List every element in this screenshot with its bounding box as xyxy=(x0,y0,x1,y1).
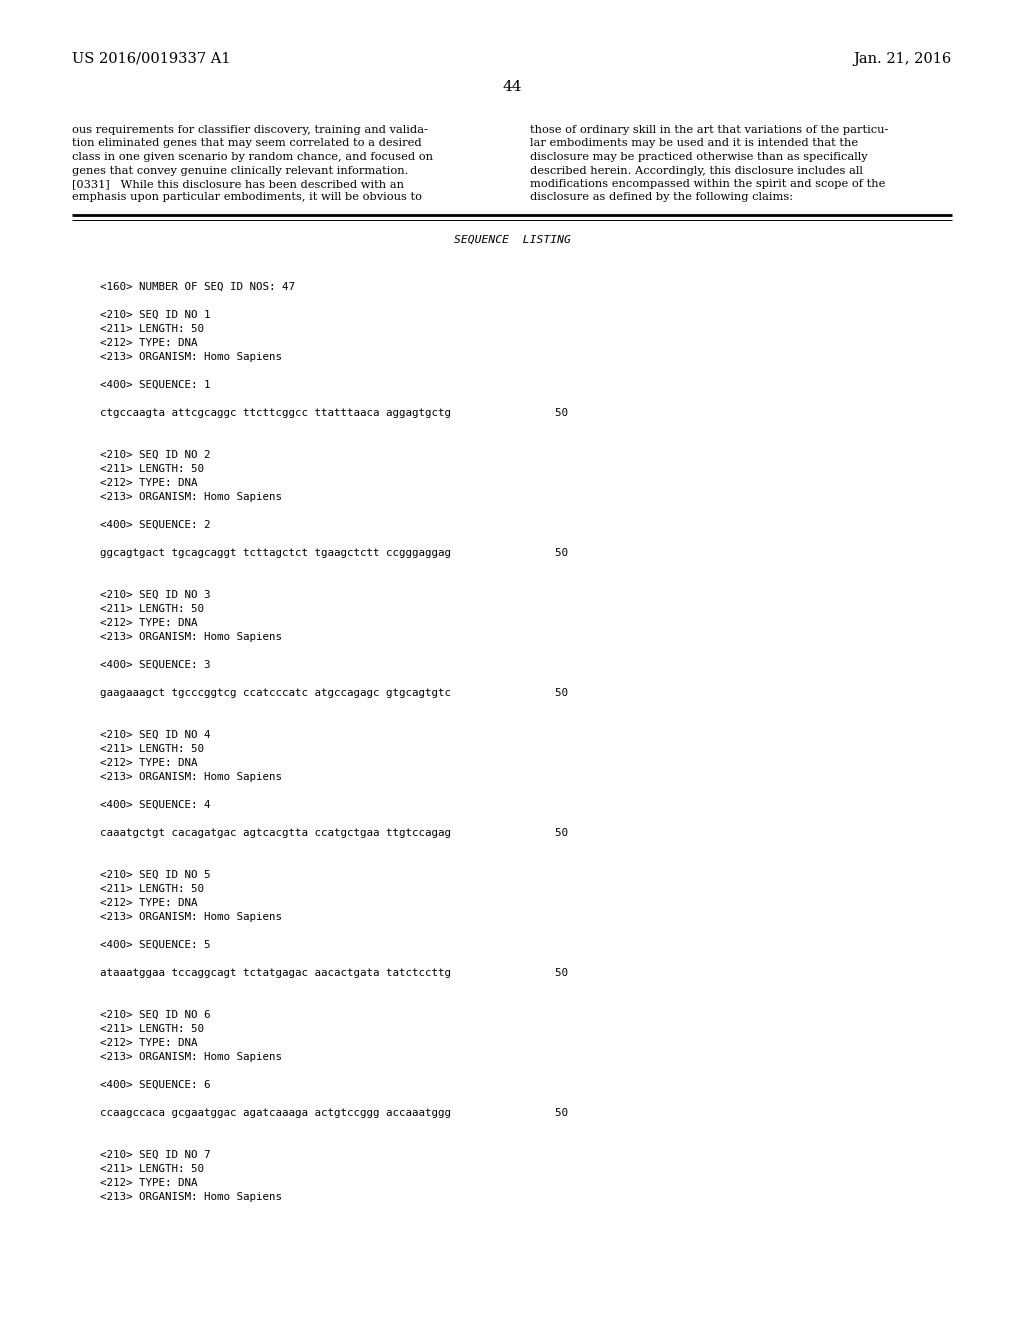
Text: <212> TYPE: DNA: <212> TYPE: DNA xyxy=(100,618,198,628)
Text: <210> SEQ ID NO 7: <210> SEQ ID NO 7 xyxy=(100,1150,211,1160)
Text: <212> TYPE: DNA: <212> TYPE: DNA xyxy=(100,758,198,768)
Text: ccaagccaca gcgaatggac agatcaaaga actgtccggg accaaatggg                50: ccaagccaca gcgaatggac agatcaaaga actgtcc… xyxy=(100,1107,568,1118)
Text: <210> SEQ ID NO 3: <210> SEQ ID NO 3 xyxy=(100,590,211,601)
Text: ataaatggaa tccaggcagt tctatgagac aacactgata tatctccttg                50: ataaatggaa tccaggcagt tctatgagac aacactg… xyxy=(100,968,568,978)
Text: <210> SEQ ID NO 1: <210> SEQ ID NO 1 xyxy=(100,310,211,319)
Text: described herein. Accordingly, this disclosure includes all: described herein. Accordingly, this disc… xyxy=(530,165,863,176)
Text: <213> ORGANISM: Homo Sapiens: <213> ORGANISM: Homo Sapiens xyxy=(100,772,282,781)
Text: disclosure may be practiced otherwise than as specifically: disclosure may be practiced otherwise th… xyxy=(530,152,867,162)
Text: <213> ORGANISM: Homo Sapiens: <213> ORGANISM: Homo Sapiens xyxy=(100,1052,282,1063)
Text: <400> SEQUENCE: 6: <400> SEQUENCE: 6 xyxy=(100,1080,211,1090)
Text: <212> TYPE: DNA: <212> TYPE: DNA xyxy=(100,898,198,908)
Text: <400> SEQUENCE: 2: <400> SEQUENCE: 2 xyxy=(100,520,211,531)
Text: <210> SEQ ID NO 2: <210> SEQ ID NO 2 xyxy=(100,450,211,459)
Text: genes that convey genuine clinically relevant information.: genes that convey genuine clinically rel… xyxy=(72,165,409,176)
Text: <210> SEQ ID NO 4: <210> SEQ ID NO 4 xyxy=(100,730,211,741)
Text: <212> TYPE: DNA: <212> TYPE: DNA xyxy=(100,338,198,348)
Text: <212> TYPE: DNA: <212> TYPE: DNA xyxy=(100,478,198,488)
Text: <213> ORGANISM: Homo Sapiens: <213> ORGANISM: Homo Sapiens xyxy=(100,632,282,642)
Text: emphasis upon particular embodiments, it will be obvious to: emphasis upon particular embodiments, it… xyxy=(72,193,422,202)
Text: <211> LENGTH: 50: <211> LENGTH: 50 xyxy=(100,1164,204,1173)
Text: SEQUENCE  LISTING: SEQUENCE LISTING xyxy=(454,235,570,246)
Text: <210> SEQ ID NO 5: <210> SEQ ID NO 5 xyxy=(100,870,211,880)
Text: ggcagtgact tgcagcaggt tcttagctct tgaagctctt ccgggaggag                50: ggcagtgact tgcagcaggt tcttagctct tgaagct… xyxy=(100,548,568,558)
Text: class in one given scenario by random chance, and focused on: class in one given scenario by random ch… xyxy=(72,152,433,162)
Text: <212> TYPE: DNA: <212> TYPE: DNA xyxy=(100,1038,198,1048)
Text: <400> SEQUENCE: 1: <400> SEQUENCE: 1 xyxy=(100,380,211,389)
Text: <213> ORGANISM: Homo Sapiens: <213> ORGANISM: Homo Sapiens xyxy=(100,352,282,362)
Text: <211> LENGTH: 50: <211> LENGTH: 50 xyxy=(100,605,204,614)
Text: <160> NUMBER OF SEQ ID NOS: 47: <160> NUMBER OF SEQ ID NOS: 47 xyxy=(100,282,295,292)
Text: <400> SEQUENCE: 3: <400> SEQUENCE: 3 xyxy=(100,660,211,671)
Text: disclosure as defined by the following claims:: disclosure as defined by the following c… xyxy=(530,193,793,202)
Text: ctgccaagta attcgcaggc ttcttcggcc ttatttaaca aggagtgctg                50: ctgccaagta attcgcaggc ttcttcggcc ttattta… xyxy=(100,408,568,418)
Text: lar embodiments may be used and it is intended that the: lar embodiments may be used and it is in… xyxy=(530,139,858,149)
Text: US 2016/0019337 A1: US 2016/0019337 A1 xyxy=(72,51,230,66)
Text: ous requirements for classifier discovery, training and valida-: ous requirements for classifier discover… xyxy=(72,125,428,135)
Text: <212> TYPE: DNA: <212> TYPE: DNA xyxy=(100,1177,198,1188)
Text: caaatgctgt cacagatgac agtcacgtta ccatgctgaa ttgtccagag                50: caaatgctgt cacagatgac agtcacgtta ccatgct… xyxy=(100,828,568,838)
Text: gaagaaagct tgcccggtcg ccatcccatc atgccagagc gtgcagtgtc                50: gaagaaagct tgcccggtcg ccatcccatc atgccag… xyxy=(100,688,568,698)
Text: <400> SEQUENCE: 5: <400> SEQUENCE: 5 xyxy=(100,940,211,950)
Text: those of ordinary skill in the art that variations of the particu-: those of ordinary skill in the art that … xyxy=(530,125,889,135)
Text: [0331]   While this disclosure has been described with an: [0331] While this disclosure has been de… xyxy=(72,180,404,189)
Text: <213> ORGANISM: Homo Sapiens: <213> ORGANISM: Homo Sapiens xyxy=(100,1192,282,1203)
Text: <213> ORGANISM: Homo Sapiens: <213> ORGANISM: Homo Sapiens xyxy=(100,492,282,502)
Text: <211> LENGTH: 50: <211> LENGTH: 50 xyxy=(100,465,204,474)
Text: <211> LENGTH: 50: <211> LENGTH: 50 xyxy=(100,323,204,334)
Text: <211> LENGTH: 50: <211> LENGTH: 50 xyxy=(100,744,204,754)
Text: <400> SEQUENCE: 4: <400> SEQUENCE: 4 xyxy=(100,800,211,810)
Text: <210> SEQ ID NO 6: <210> SEQ ID NO 6 xyxy=(100,1010,211,1020)
Text: 44: 44 xyxy=(502,81,522,94)
Text: <213> ORGANISM: Homo Sapiens: <213> ORGANISM: Homo Sapiens xyxy=(100,912,282,921)
Text: <211> LENGTH: 50: <211> LENGTH: 50 xyxy=(100,1024,204,1034)
Text: tion eliminated genes that may seem correlated to a desired: tion eliminated genes that may seem corr… xyxy=(72,139,422,149)
Text: <211> LENGTH: 50: <211> LENGTH: 50 xyxy=(100,884,204,894)
Text: modifications encompassed within the spirit and scope of the: modifications encompassed within the spi… xyxy=(530,180,886,189)
Text: Jan. 21, 2016: Jan. 21, 2016 xyxy=(854,51,952,66)
